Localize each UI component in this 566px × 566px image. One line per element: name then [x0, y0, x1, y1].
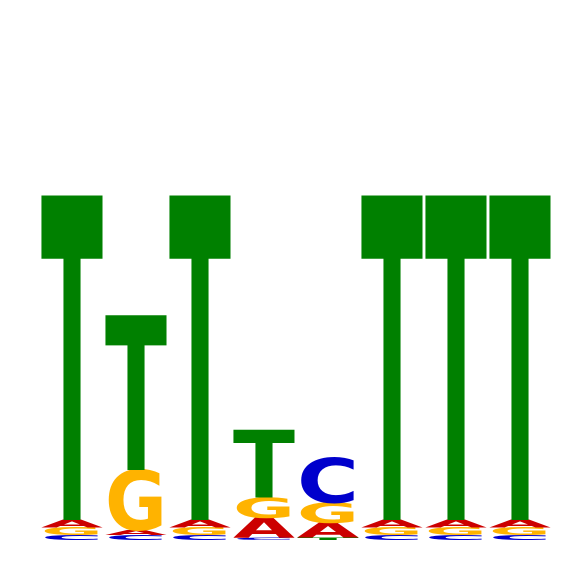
logo-letter-c: C [169, 534, 231, 542]
logo-letter-c: C [41, 534, 103, 542]
logo-letter-a: A [169, 518, 231, 530]
logo-letter-g: G [297, 497, 359, 529]
logo-letter-c: C [489, 534, 551, 542]
logo-letter-t: T [425, 107, 487, 566]
logo-letter-a: A [489, 518, 551, 530]
logo-letter-t: T [361, 107, 423, 566]
logo-letter-a: A [105, 529, 167, 537]
logo-letter-c: C [105, 534, 167, 542]
logo-letter-a: A [425, 518, 487, 530]
logo-letter-c: C [233, 537, 295, 541]
logo-letter-t: T [297, 537, 359, 541]
logo-letter-c: C [361, 534, 423, 542]
logo-letter-g: G [425, 525, 487, 537]
logo-letter-g: G [489, 525, 551, 537]
logo-letter-t: T [41, 107, 103, 566]
logo-letter-t: T [169, 107, 231, 566]
logo-letter-g: G [169, 525, 231, 537]
logo-letter-g: G [361, 525, 423, 537]
logo-letter-a: A [41, 518, 103, 530]
logo-letter-a: A [361, 518, 423, 530]
logo-letter-t: T [233, 412, 295, 520]
logo-letter-c: C [297, 446, 359, 518]
logo-letter-g: G [233, 492, 295, 524]
logo-letter-g: G [41, 525, 103, 537]
logo-letter-a: A [233, 512, 296, 544]
logo-letter-t: T [105, 272, 167, 520]
logo-letter-a: A [297, 519, 359, 543]
logo-letter-t: T [489, 107, 551, 566]
logo-letter-c: C [425, 534, 487, 542]
logo-letter-g: G [105, 454, 167, 550]
